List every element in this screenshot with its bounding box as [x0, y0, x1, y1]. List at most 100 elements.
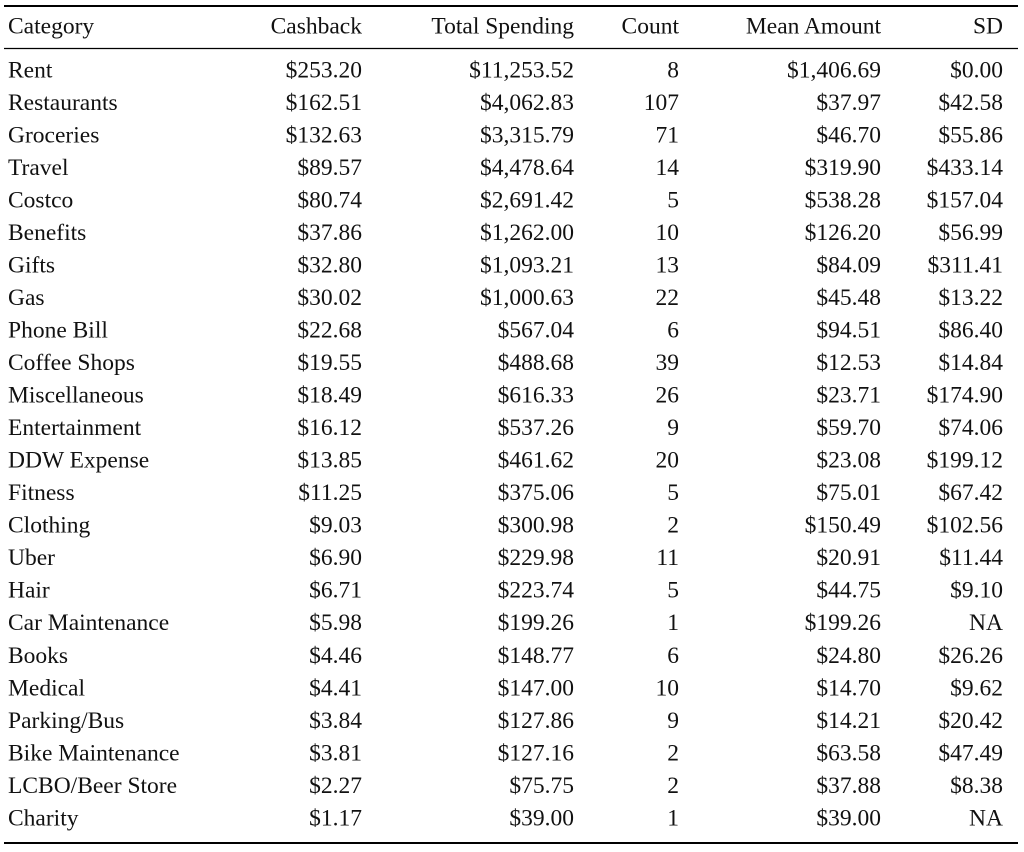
header-cell: Category [8, 13, 94, 39]
value-cell: $14.70 [816, 675, 881, 701]
value-cell: $199.26 [805, 610, 882, 636]
value-cell: $11,253.52 [469, 57, 574, 83]
value-cell: 6 [667, 318, 679, 344]
value-cell: $23.08 [816, 448, 881, 474]
value-cell: $147.00 [498, 675, 574, 701]
value-cell: 26 [656, 383, 680, 409]
value-cell: $20.42 [938, 708, 1003, 734]
value-cell: $18.49 [297, 383, 362, 409]
value-cell: $12.53 [816, 350, 881, 376]
category-cell: Benefits [8, 220, 86, 246]
value-cell: 9 [667, 415, 679, 441]
value-cell: $4,062.83 [480, 90, 574, 116]
value-cell: $75.75 [509, 773, 574, 799]
value-cell: $74.06 [938, 415, 1003, 441]
value-cell: $4.41 [309, 675, 362, 701]
value-cell: $162.51 [286, 90, 362, 116]
value-cell: 20 [656, 448, 680, 474]
value-cell: $67.42 [938, 480, 1003, 506]
value-cell: 5 [667, 578, 679, 604]
value-cell: 10 [656, 220, 680, 246]
value-cell: $59.70 [816, 415, 881, 441]
value-cell: $37.86 [297, 220, 362, 246]
value-cell: 8 [667, 57, 679, 83]
value-cell: $567.04 [498, 318, 575, 344]
value-cell: $433.14 [927, 155, 1004, 181]
category-cell: Fitness [8, 480, 75, 506]
value-cell: $488.68 [498, 350, 574, 376]
value-cell: $39.00 [509, 805, 574, 831]
header-cell: Mean Amount [746, 13, 882, 39]
value-cell: 107 [644, 90, 680, 116]
value-cell: $9.62 [950, 675, 1003, 701]
value-cell: $39.00 [816, 805, 881, 831]
value-cell: $538.28 [805, 187, 881, 213]
category-cell: Uber [8, 545, 55, 571]
category-cell: Rent [8, 57, 53, 83]
category-cell: Gifts [8, 253, 55, 279]
value-cell: 2 [667, 773, 679, 799]
header-cell: Total Spending [431, 13, 574, 39]
category-cell: Medical [8, 675, 85, 701]
value-cell: 1 [667, 610, 679, 636]
value-cell: $127.16 [498, 740, 575, 766]
value-cell: 14 [656, 155, 680, 181]
value-cell: $63.58 [816, 740, 881, 766]
value-cell: 2 [667, 740, 679, 766]
value-cell: 2 [667, 513, 679, 539]
value-cell: $11.44 [939, 545, 1003, 571]
header-cell: SD [973, 13, 1003, 39]
value-cell: $16.12 [297, 415, 362, 441]
value-cell: $229.98 [498, 545, 574, 571]
category-cell: Travel [8, 155, 69, 181]
value-cell: $13.22 [938, 285, 1003, 311]
value-cell: $86.40 [938, 318, 1003, 344]
value-cell: $94.51 [816, 318, 881, 344]
category-cell: Car Maintenance [8, 610, 169, 636]
header-cell: Count [622, 13, 680, 39]
value-cell: $30.02 [297, 285, 362, 311]
category-cell: Restaurants [8, 90, 118, 116]
value-cell: $22.68 [297, 318, 362, 344]
value-cell: $2.27 [309, 773, 362, 799]
value-cell: $1,000.63 [480, 285, 574, 311]
category-cell: Parking/Bus [8, 708, 124, 734]
value-cell: $24.80 [816, 643, 881, 669]
value-cell: 5 [667, 187, 679, 213]
value-cell: $9.10 [950, 578, 1003, 604]
value-cell: $3,315.79 [480, 122, 574, 148]
value-cell: $5.98 [309, 610, 362, 636]
value-cell: $4,478.64 [480, 155, 574, 181]
value-cell: $1,406.69 [787, 57, 881, 83]
category-cell: LCBO/Beer Store [8, 773, 177, 799]
category-cell: Groceries [8, 122, 99, 148]
value-cell: $56.99 [938, 220, 1003, 246]
category-cell: Costco [8, 187, 73, 213]
value-cell: $1,262.00 [480, 220, 574, 246]
value-cell: 10 [656, 675, 680, 701]
value-cell: $3.81 [309, 740, 362, 766]
category-cell: Books [8, 643, 68, 669]
value-cell: $1,093.21 [480, 253, 574, 279]
value-cell: $13.85 [297, 448, 362, 474]
value-cell: 39 [656, 350, 680, 376]
value-cell: $42.58 [938, 90, 1003, 116]
value-cell: $4.46 [309, 643, 362, 669]
value-cell: 11 [656, 545, 679, 571]
value-cell: $80.74 [297, 187, 362, 213]
value-cell: $300.98 [498, 513, 574, 539]
value-cell: $132.63 [286, 122, 362, 148]
value-cell: $253.20 [286, 57, 362, 83]
value-cell: 6 [667, 643, 679, 669]
category-cell: Hair [8, 578, 50, 604]
value-cell: $14.21 [816, 708, 881, 734]
value-cell: $6.71 [309, 578, 362, 604]
value-cell: $174.90 [927, 383, 1003, 409]
value-cell: $47.49 [938, 740, 1003, 766]
value-cell: $9.03 [309, 513, 362, 539]
value-cell: $0.00 [950, 57, 1003, 83]
value-cell: NA [969, 805, 1003, 831]
value-cell: $319.90 [805, 155, 881, 181]
value-cell: $37.97 [816, 90, 881, 116]
value-cell: $127.86 [498, 708, 575, 734]
